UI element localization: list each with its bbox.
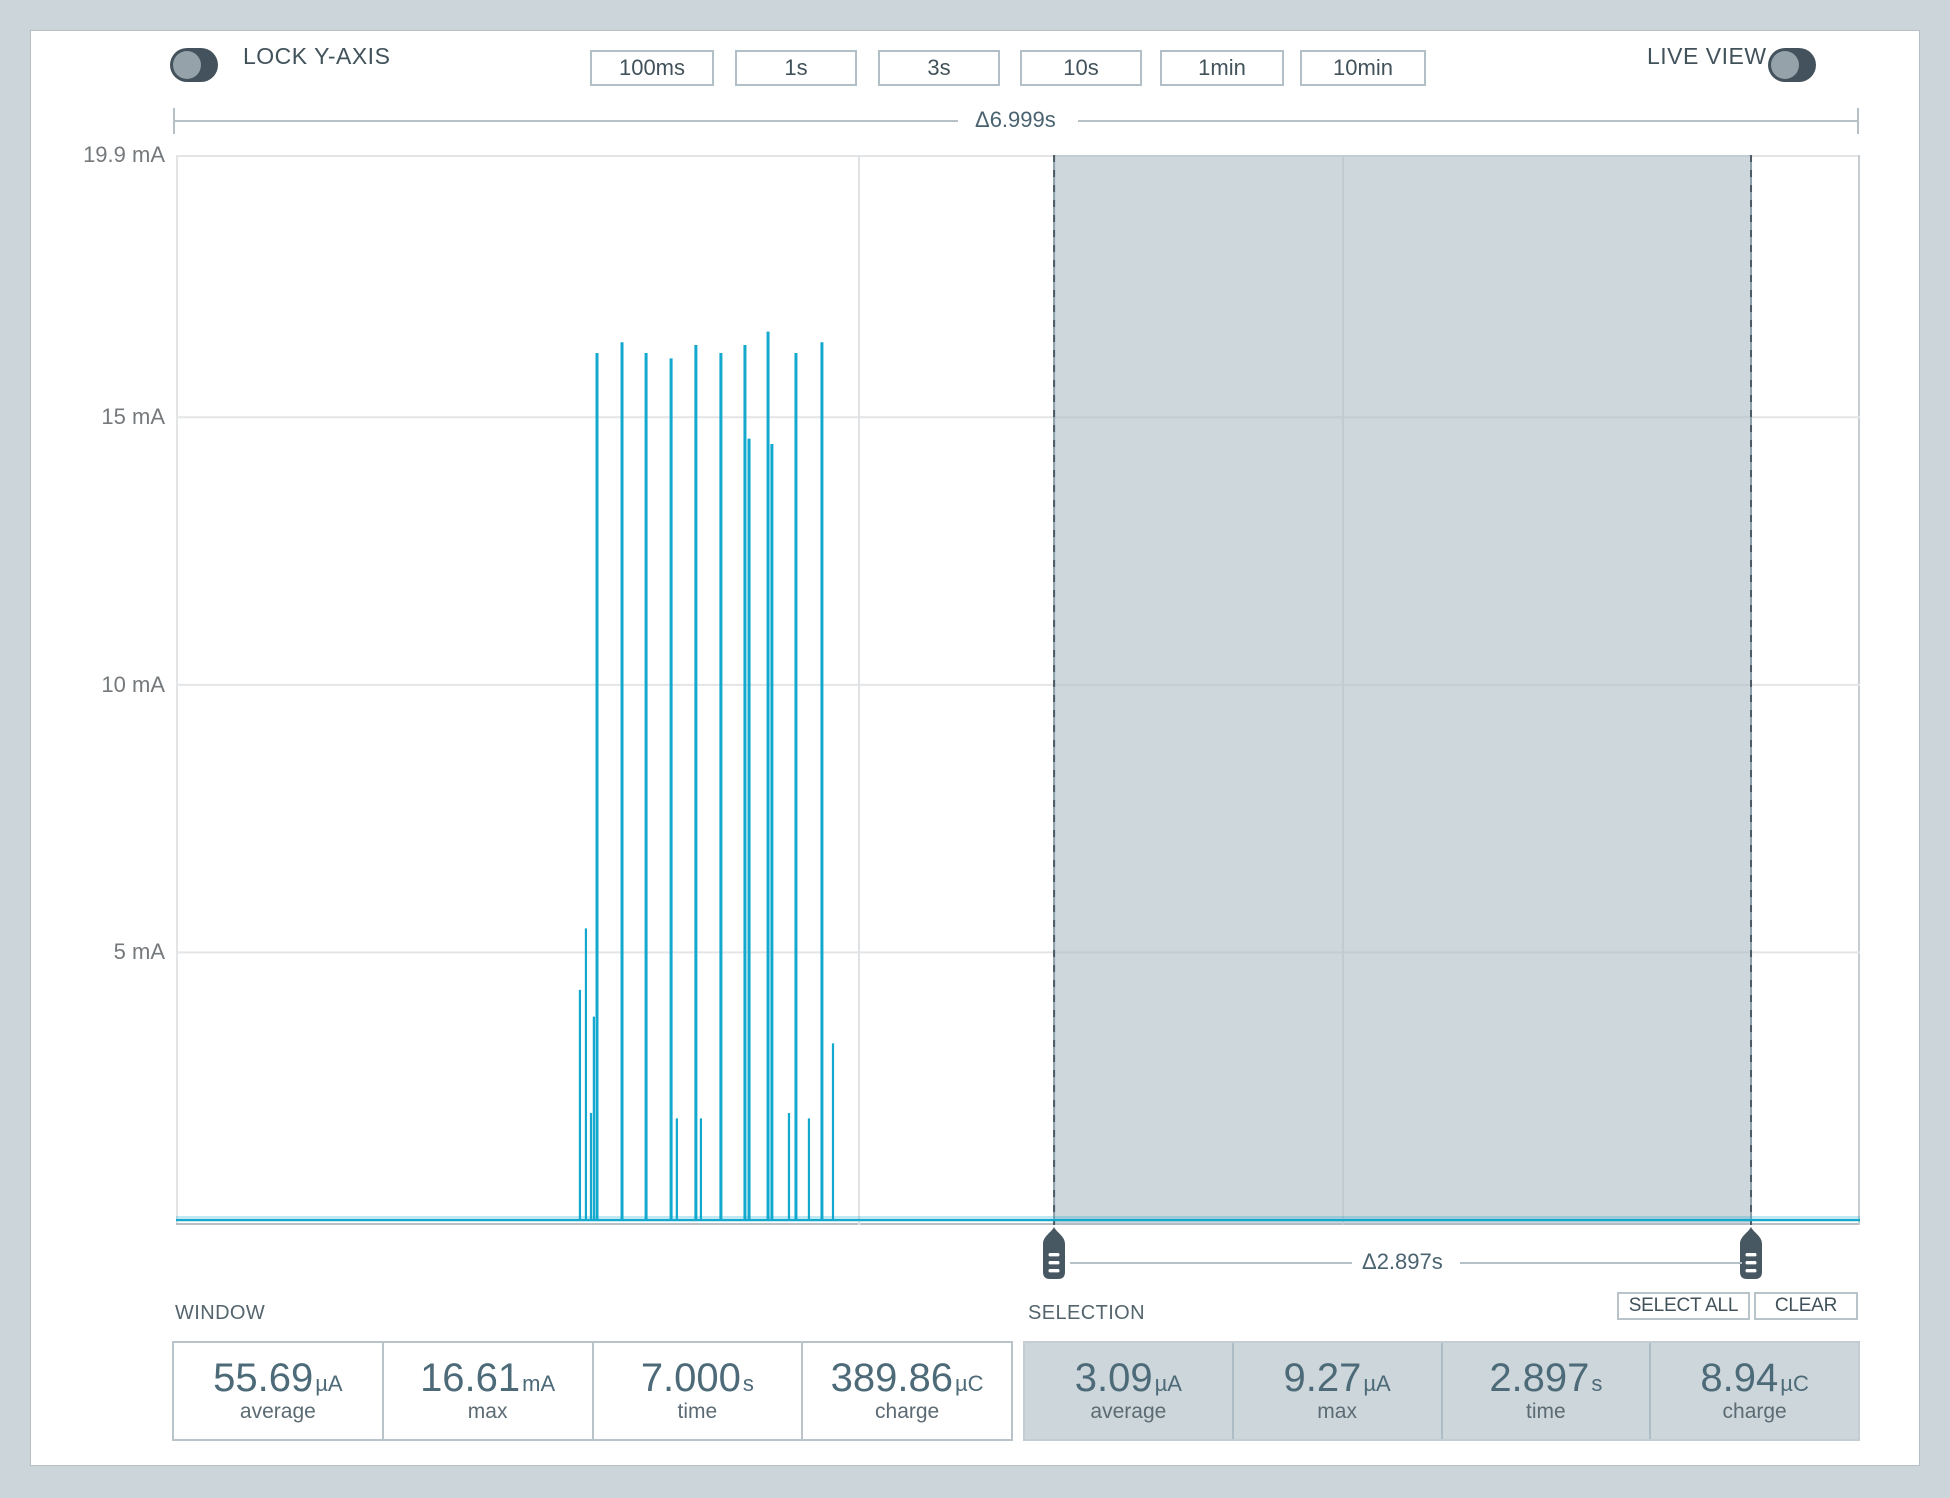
stat-unit: µC [955,1371,984,1396]
lock-y-axis-label: LOCK Y-AXIS [243,43,391,69]
stat-unit: s [1591,1371,1603,1396]
stat-name: time [677,1400,718,1423]
stat-name: time [1526,1400,1566,1423]
selection-max-stat: 9.27µA max [1234,1343,1443,1439]
stat-name: max [467,1400,508,1423]
selection-ruler-line [1070,1262,1352,1264]
selection-time-stat: 2.897s time [1443,1343,1652,1439]
selection-left-handle[interactable] [1043,1227,1066,1279]
clear-button[interactable]: CLEAR [1754,1292,1858,1320]
preset-10s-button[interactable]: 10s [1020,50,1142,86]
stat-name: max [1317,1400,1357,1423]
window-max-stat: 16.61mA max [384,1343,594,1439]
drag-handle-icon [1043,1227,1066,1279]
y-tick-5: 5 mA [113,939,165,964]
stat-unit: mA [522,1371,556,1396]
window-charge-stat: 389.86µC charge [803,1343,1011,1439]
chart-plot-area[interactable] [176,155,1860,1225]
window-stats-panel: 55.69µA average 16.61mA max 7.000s time … [172,1341,1013,1441]
stat-unit: µA [315,1371,343,1396]
y-tick-15: 15 mA [101,404,165,429]
stat-value: 9.27 [1283,1356,1362,1400]
selection-right-handle[interactable] [1740,1227,1763,1279]
selection-stats-title: SELECTION [1028,1302,1145,1324]
window-ruler-line [173,120,958,122]
stat-value: 3.09 [1074,1356,1153,1400]
stat-name: average [1090,1400,1167,1423]
preset-1min-button[interactable]: 1min [1160,50,1284,86]
preset-1s-button[interactable]: 1s [735,50,857,86]
selection-stats-panel: 3.09µA average 9.27µA max 2.897s time 8.… [1023,1341,1860,1441]
stat-value: 389.86 [830,1356,953,1400]
window-delta-label: Δ6.999s [975,107,1056,132]
stat-unit: µA [1363,1371,1391,1396]
window-average-stat: 55.69µA average [174,1343,384,1439]
y-tick-10: 10 mA [101,672,165,697]
stat-unit: s [742,1371,754,1396]
current-trace-chart [176,155,1860,1225]
stat-unit: µA [1154,1371,1182,1396]
drag-handle-icon [1740,1227,1763,1279]
y-tick-19-9: 19.9 mA [83,142,165,167]
stat-name: charge [875,1400,940,1423]
selection-charge-stat: 8.94µC charge [1651,1343,1858,1439]
preset-10min-button[interactable]: 10min [1300,50,1426,86]
stat-value: 7.000 [640,1356,741,1400]
window-time-stat: 7.000s time [594,1343,804,1439]
stat-name: charge [1722,1400,1787,1423]
stat-unit: µC [1780,1371,1809,1396]
select-all-button[interactable]: SELECT ALL [1617,1292,1750,1320]
window-ruler-line [1078,120,1859,122]
preset-3s-button[interactable]: 3s [878,50,1000,86]
toggle-knob-icon [173,51,201,79]
live-view-toggle[interactable] [1768,48,1816,82]
selection-delta-label: Δ2.897s [1362,1249,1443,1274]
toggle-knob-icon [1771,51,1799,79]
live-view-label: LIVE VIEW [1647,43,1767,69]
stat-value: 8.94 [1700,1356,1779,1400]
selection-average-stat: 3.09µA average [1025,1343,1234,1439]
preset-100ms-button[interactable]: 100ms [590,50,714,86]
window-ruler-right-tick [1857,108,1859,134]
stat-value: 2.897 [1489,1356,1590,1400]
selection-ruler-line [1460,1262,1742,1264]
window-stats-title: WINDOW [175,1302,266,1324]
stat-value: 16.61 [420,1356,521,1400]
stat-value: 55.69 [213,1356,314,1400]
lock-y-axis-toggle[interactable] [170,48,218,82]
stat-name: average [239,1400,316,1423]
